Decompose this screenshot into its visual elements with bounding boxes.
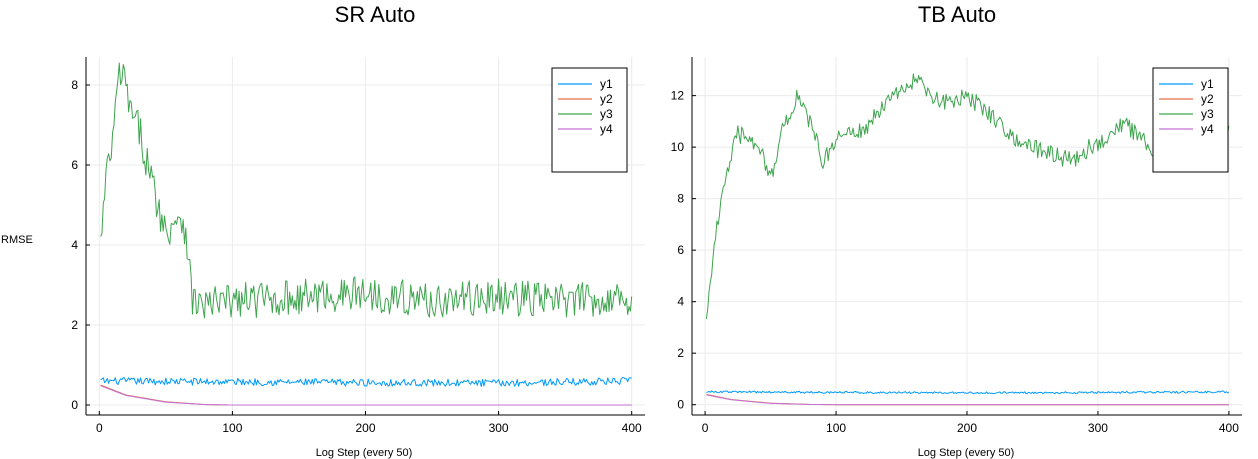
- series-line-y1: [100, 377, 632, 387]
- y-tick-label: 2: [71, 318, 78, 332]
- y-tick-label: 10: [671, 140, 685, 154]
- series-lines: [705, 73, 1230, 406]
- tick-labels: 0 100 200 300 400 0 2 4 6 8 10 12: [671, 89, 1240, 435]
- legend-box: [1152, 67, 1229, 173]
- series-line-y4: [100, 385, 632, 406]
- x-tick-label: 300: [489, 421, 509, 435]
- legend-label-y1: y1: [600, 77, 613, 91]
- x-tick-label: 400: [622, 421, 642, 435]
- y-tick-label: 0: [677, 398, 684, 412]
- y-tick-label: 0: [71, 398, 78, 412]
- series-line-y3: [100, 62, 633, 319]
- x-tick-label: 0: [702, 421, 709, 435]
- sr-auto-panel: SR Auto RMSE Log Step (every 50) 0 100 200…: [1, 2, 645, 459]
- x-tick-label: 100: [222, 421, 242, 435]
- legend-label-y4: y4: [1201, 122, 1214, 136]
- y-tick-label: 6: [677, 243, 684, 257]
- axes: [691, 57, 1242, 416]
- legend-box: [551, 67, 628, 173]
- x-tick-label: 400: [1219, 421, 1239, 435]
- x-tick-label: 100: [826, 421, 846, 435]
- series-line-y4: [706, 394, 1229, 406]
- grid: [692, 57, 1242, 415]
- legend-label-y2: y2: [600, 92, 613, 106]
- legend-label-y4: y4: [600, 122, 613, 136]
- y-tick-label: 12: [671, 89, 685, 103]
- legend-label-y1: y1: [1201, 77, 1214, 91]
- y-tick-label: 8: [71, 78, 78, 92]
- axes: [85, 57, 645, 416]
- series-line-y2: [706, 393, 1229, 406]
- tb-auto-panel: TB Auto Log Step (every 50) 0 100 200 300 40…: [671, 2, 1242, 459]
- series-line-y2: [100, 384, 632, 406]
- y-tick-label: 4: [677, 295, 684, 309]
- series-line-y1: [706, 390, 1229, 395]
- chart-title: TB Auto: [918, 2, 996, 27]
- series-line-y3: [705, 73, 1230, 319]
- legend-label-y2: y2: [1201, 92, 1214, 106]
- tick-labels: 0 100 200 300 400 0 2 4 6 8: [71, 78, 642, 435]
- legend-label-y3: y3: [1201, 107, 1214, 121]
- x-tick-label: 200: [355, 421, 375, 435]
- y-tick-label: 6: [71, 158, 78, 172]
- y-axis-label: RMSE: [1, 234, 33, 246]
- y-tick-label: 4: [71, 238, 78, 252]
- x-tick-label: 0: [96, 421, 103, 435]
- x-tick-label: 300: [1088, 421, 1108, 435]
- chart-title: SR Auto: [335, 2, 416, 27]
- x-tick-label: 200: [957, 421, 977, 435]
- y-tick-label: 8: [677, 192, 684, 206]
- x-axis-label: Log Step (every 50): [918, 447, 1015, 459]
- series-lines: [100, 62, 633, 406]
- legend-label-y3: y3: [600, 107, 613, 121]
- y-tick-label: 2: [677, 346, 684, 360]
- x-axis-label: Log Step (every 50): [316, 447, 413, 459]
